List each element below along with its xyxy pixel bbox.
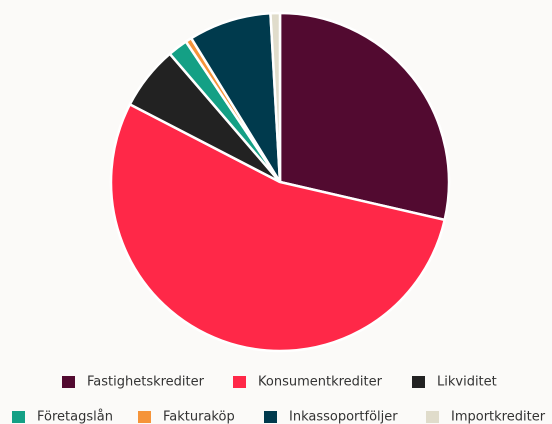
legend-label: Fakturaköp: [163, 410, 235, 424]
legend-swatch: [138, 411, 151, 423]
legend-swatch: [233, 376, 246, 388]
legend-label: Konsumentkrediter: [258, 375, 383, 390]
pie-slice: [269, 11, 282, 183]
legend-swatch: [12, 411, 25, 423]
pie-slice: [278, 11, 451, 222]
legend-label: Inkassoportföljer: [289, 410, 398, 424]
legend-swatch: [62, 376, 75, 388]
legend-label: Företagslån: [37, 410, 113, 424]
legend-label: Fastighetskrediter: [87, 375, 205, 390]
legend-swatch: [426, 411, 439, 423]
legend-label: Likviditet: [437, 375, 497, 390]
legend-label: Importkrediter: [451, 410, 546, 424]
legend-swatch: [412, 376, 425, 388]
pie-slice: [109, 102, 447, 353]
legend-swatch: [264, 411, 277, 423]
